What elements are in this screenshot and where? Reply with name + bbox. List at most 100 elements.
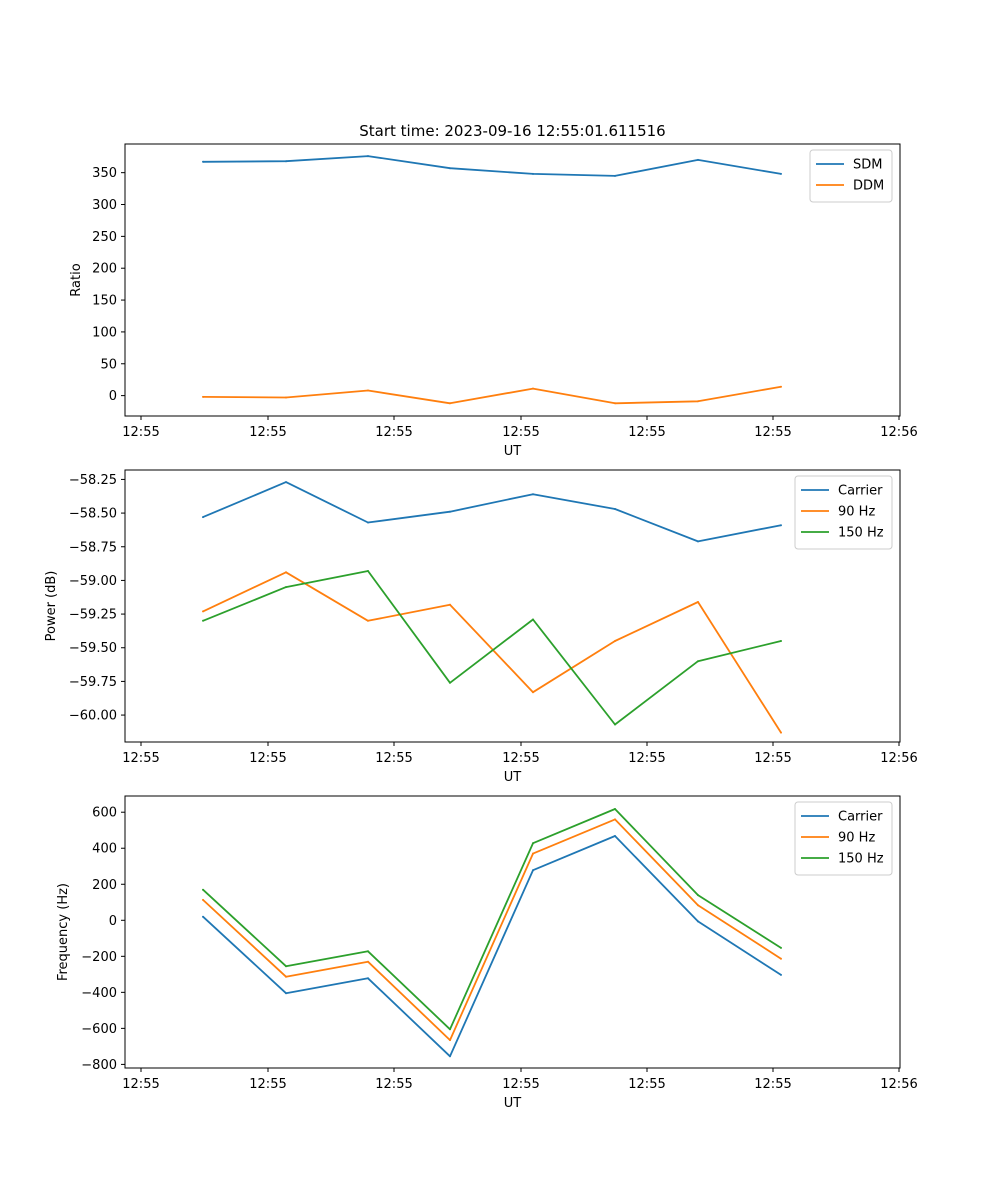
plot-frame: [124, 143, 901, 417]
y-tick-label: −58.25: [69, 473, 117, 488]
data-point: [202, 395, 204, 398]
x-tick-label: 12:56: [880, 425, 917, 440]
x-axis-label: UT: [504, 1096, 522, 1111]
data-point: [449, 681, 451, 684]
x-tick-label: 12:55: [754, 425, 791, 440]
x-tick-label: 12:56: [880, 1077, 917, 1092]
x-tick-label: 12:55: [502, 751, 539, 766]
data-point: [780, 731, 782, 734]
data-point: [449, 167, 451, 170]
x-tick-label: 12:55: [249, 751, 286, 766]
data-point: [285, 396, 287, 399]
x-axis-label: UT: [504, 444, 522, 459]
data-point: [780, 973, 782, 976]
x-tick-label: 12:55: [249, 425, 286, 440]
data-point: [614, 508, 616, 510]
x-tick-label: 12:55: [375, 425, 412, 440]
data-point: [780, 946, 782, 949]
data-point: [202, 898, 204, 901]
x-tick-label: 12:55: [628, 751, 665, 766]
data-point: [614, 818, 616, 821]
y-tick-label: −400: [81, 986, 117, 1001]
data-point: [367, 977, 369, 980]
chart-panel-2: 12:55 12:55 12:55 12:55 12:55 12:55 12:56 −60.0…: [44, 469, 918, 785]
y-tick-label: 250: [92, 230, 117, 245]
y-tick-label: 0: [109, 914, 117, 929]
data-point: [367, 155, 369, 158]
data-point: [367, 960, 369, 963]
y-tick-label: −59.25: [69, 608, 117, 623]
legend-label: 90 Hz: [838, 831, 875, 846]
y-tick-label: −59.50: [69, 641, 117, 656]
x-tick-label: 12:55: [502, 425, 539, 440]
plot-frame: [124, 469, 901, 743]
data-point: [614, 174, 616, 177]
legend-label: 150 Hz: [838, 526, 884, 541]
data-point: [532, 387, 534, 390]
series-line-carrier: [202, 835, 782, 1058]
y-tick-label: 150: [92, 294, 117, 309]
x-tick-label: 12:55: [122, 751, 159, 766]
series-line-90-hz: [202, 571, 782, 734]
legend-label: Carrier: [838, 484, 883, 499]
data-point: [697, 894, 699, 897]
y-tick-label: −58.50: [69, 507, 117, 522]
y-tick-label: 100: [92, 325, 117, 340]
data-point: [697, 400, 699, 403]
data-point: [532, 691, 534, 694]
legend: SDM DDM: [809, 149, 893, 203]
data-point: [449, 1028, 451, 1031]
data-point: [614, 808, 616, 810]
chart-panel-1: 12:55 12:55 12:55 12:55 12:55 12:55 12:56 0 50 10…: [69, 143, 918, 459]
data-point: [449, 402, 451, 405]
legend-label: 90 Hz: [838, 505, 875, 520]
data-point: [532, 493, 534, 496]
data-point: [202, 619, 204, 622]
legend-label: Carrier: [838, 810, 883, 825]
x-tick-label: 12:55: [628, 1077, 665, 1092]
data-point: [367, 570, 369, 572]
x-tick-label: 12:55: [375, 751, 412, 766]
x-axis-label: UT: [504, 770, 522, 785]
y-tick-label: 200: [92, 878, 117, 893]
legend-label: SDM: [853, 158, 882, 173]
data-point: [449, 603, 451, 606]
legend-box: [809, 149, 893, 203]
data-point: [367, 389, 369, 392]
data-point: [367, 521, 369, 524]
data-point: [780, 957, 782, 960]
y-tick-label: −800: [81, 1058, 117, 1073]
data-point: [285, 975, 287, 978]
y-tick-label: −600: [81, 1022, 117, 1037]
data-point: [532, 869, 534, 872]
data-point: [697, 920, 699, 923]
data-point: [697, 660, 699, 663]
data-point: [780, 385, 782, 388]
legend: Carrier 90 Hz 150 Hz: [794, 801, 893, 876]
y-tick-label: −60.00: [69, 709, 117, 724]
series-line-90-hz: [202, 818, 782, 1041]
legend-box: [794, 801, 893, 876]
legend-label: 150 Hz: [838, 852, 884, 867]
x-tick-label: 12:55: [502, 1077, 539, 1092]
data-point: [697, 601, 699, 603]
x-tick-label: 12:55: [122, 1077, 159, 1092]
data-point: [780, 172, 782, 175]
data-point: [285, 586, 287, 589]
y-tick-label: 200: [92, 262, 117, 277]
data-point: [780, 640, 782, 642]
data-point: [285, 481, 287, 484]
data-point: [614, 402, 616, 405]
x-tick-label: 12:55: [754, 751, 791, 766]
legend: Carrier 90 Hz 150 Hz: [794, 475, 893, 550]
y-axis-label: Frequency (Hz): [56, 883, 71, 981]
data-point: [614, 723, 616, 726]
data-point: [367, 950, 369, 953]
data-point: [449, 1039, 451, 1042]
y-tick-label: −58.75: [69, 540, 117, 555]
y-tick-label: 0: [109, 389, 117, 404]
data-point: [202, 915, 204, 918]
x-tick-label: 12:55: [375, 1077, 412, 1092]
data-point: [532, 842, 534, 845]
